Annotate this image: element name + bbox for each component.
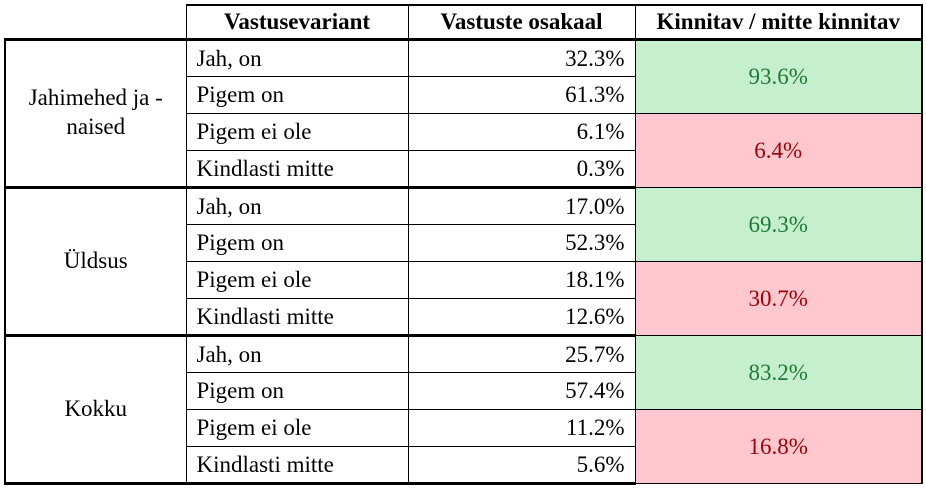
table-row: Üldsus Jah, on 17.0% 69.3% <box>4 187 923 337</box>
table-row: Pigem ei ole 11.2% 16.8% <box>5 409 923 484</box>
variant-cell: Jah, on <box>186 39 409 77</box>
table-row: Kindlasti mitte 12.6% <box>5 298 922 337</box>
variant-cell: Kindlasti mitte <box>186 298 409 337</box>
share-cell: 57.4% <box>408 372 636 410</box>
survey-table-container: Vastusevariant Vastuste osakaal Kinnitav… <box>4 4 923 485</box>
variant-cell: Pigem on <box>186 76 409 114</box>
table-row: Kindlasti mitte 5.6% <box>5 446 922 485</box>
negative-summary-cell: 6.4% <box>635 113 923 188</box>
header-corner <box>5 5 187 41</box>
variant-cell: Pigem ei ole <box>186 261 409 299</box>
share-cell: 18.1% <box>408 261 636 299</box>
positive-summary-cell: 93.6% <box>635 39 923 114</box>
table-row: Pigem on 52.3% <box>5 224 922 262</box>
table-row: Pigem ei ole 6.1% 6.4% <box>5 113 923 188</box>
table-row: Jahimehed ja - naised Jah, on 32.3% 93.6… <box>4 39 923 189</box>
header-variant: Vastusevariant <box>185 4 409 41</box>
header-row: Vastusevariant Vastuste osakaal Kinnitav… <box>5 4 923 41</box>
variant-cell: Pigem ei ole <box>186 113 409 151</box>
variant-cell: Pigem on <box>186 224 409 262</box>
positive-summary-cell: 69.3% <box>635 187 923 262</box>
table-row: Kokku Jah, on 25.7% 83.2% <box>4 335 923 485</box>
variant-cell: Jah, on <box>186 187 409 225</box>
variant-cell: Kindlasti mitte <box>186 446 409 485</box>
share-cell: 6.1% <box>408 113 636 151</box>
share-cell: 52.3% <box>408 224 636 262</box>
group-label-hunters: Jahimehed ja - naised <box>4 39 187 189</box>
header-share: Vastuste osakaal <box>407 4 636 41</box>
table-row: Pigem on 61.3% <box>5 76 922 114</box>
group-label-total: Kokku <box>4 335 187 485</box>
variant-cell: Pigem on <box>186 372 409 410</box>
share-cell: 32.3% <box>408 39 636 77</box>
negative-summary-cell: 30.7% <box>635 261 923 336</box>
share-cell: 0.3% <box>408 150 636 189</box>
table-row: Pigem ei ole 18.1% 30.7% <box>5 261 923 336</box>
share-cell: 12.6% <box>408 298 636 337</box>
table-row: Kindlasti mitte 0.3% <box>5 150 922 189</box>
variant-cell: Pigem ei ole <box>186 409 409 447</box>
variant-cell: Kindlasti mitte <box>186 150 409 189</box>
survey-table: Vastusevariant Vastuste osakaal Kinnitav… <box>4 4 923 485</box>
positive-summary-cell: 83.2% <box>635 335 923 410</box>
header-summary: Kinnitav / mitte kinnitav <box>634 4 923 41</box>
negative-summary-cell: 16.8% <box>635 409 923 484</box>
variant-cell: Jah, on <box>186 335 409 373</box>
table-row: Pigem on 57.4% <box>5 372 922 410</box>
share-cell: 25.7% <box>408 335 636 373</box>
share-cell: 17.0% <box>408 187 636 225</box>
share-cell: 5.6% <box>408 446 636 485</box>
share-cell: 61.3% <box>408 76 636 114</box>
group-label-public: Üldsus <box>4 187 187 337</box>
share-cell: 11.2% <box>408 409 636 447</box>
